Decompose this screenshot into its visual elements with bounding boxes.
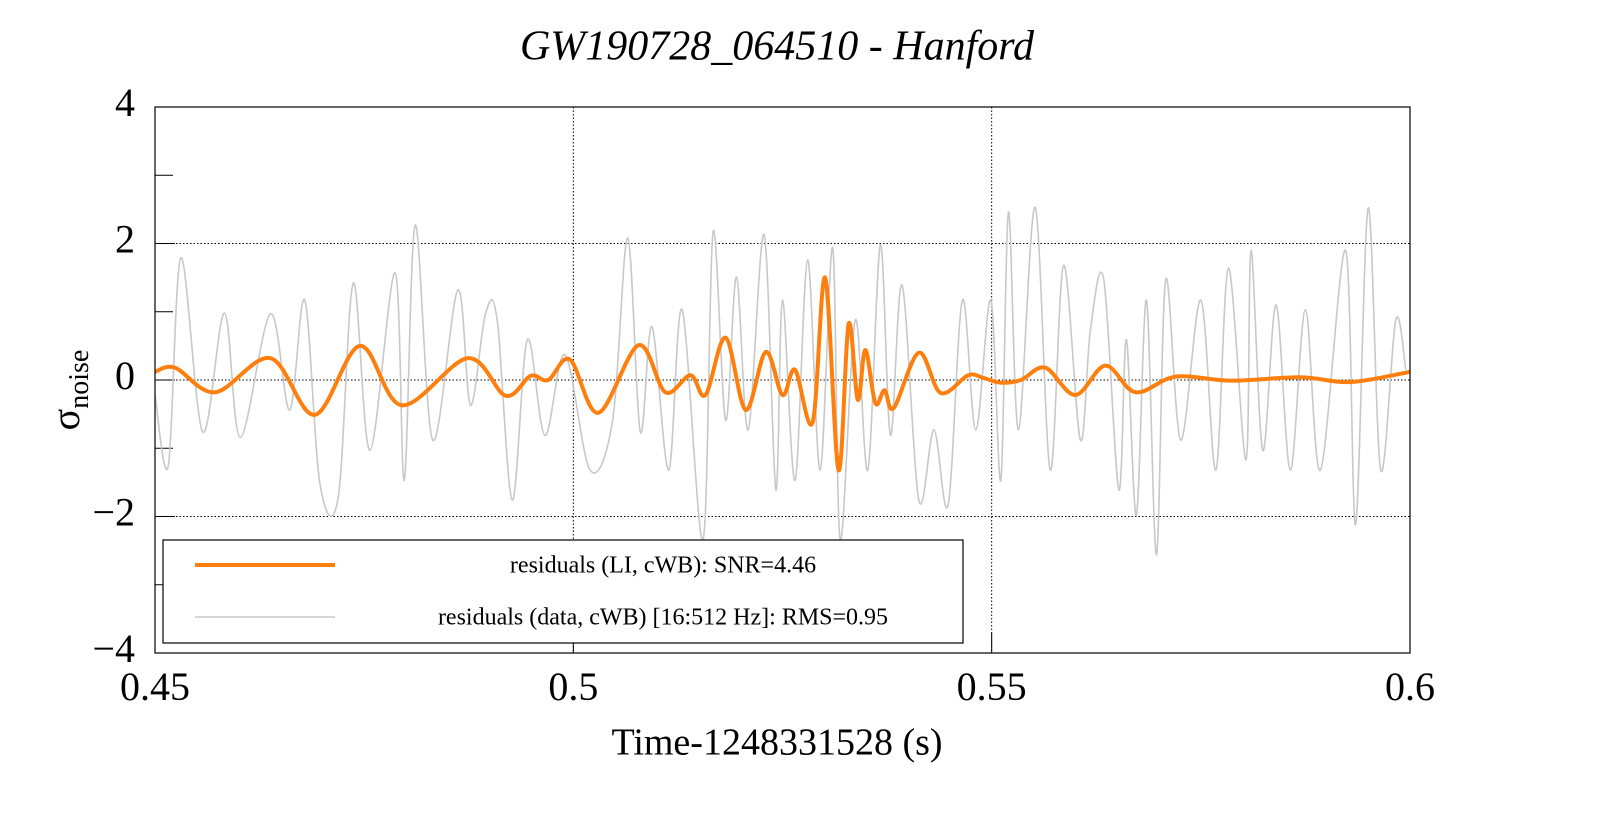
y-tick-label: 4	[115, 80, 135, 125]
y-axis-label-main: σnoise	[43, 350, 95, 431]
y-tick-label: −4	[92, 626, 135, 671]
y-axis-label: σnoise	[43, 350, 95, 431]
x-tick-label: 0.55	[957, 664, 1027, 709]
plot-frame	[154, 106, 1411, 654]
y-tick-label: −2	[92, 490, 135, 535]
y-label-symbol: σ	[43, 409, 88, 431]
y-tick-label: 0	[115, 353, 135, 398]
legend-box	[162, 539, 964, 644]
y-label-sub: noise	[64, 350, 95, 409]
data-line	[155, 275, 1410, 473]
x-tick-label: 0.45	[120, 664, 190, 709]
data-line	[155, 206, 1407, 556]
legend-label: residuals (LI, cWB): SNR=4.46	[510, 553, 816, 579]
x-tick-label: 0.5	[548, 664, 598, 709]
x-tick-label: 0.6	[1385, 664, 1435, 709]
x-axis-label: Time-1248331528 (s)	[611, 722, 942, 764]
chart-title: GW190728_064510 - Hanford	[520, 24, 1035, 70]
y-tick-label: 2	[115, 217, 135, 262]
legend-label: residuals (data, cWB) [16:512 Hz]: RMS=0…	[438, 605, 888, 631]
